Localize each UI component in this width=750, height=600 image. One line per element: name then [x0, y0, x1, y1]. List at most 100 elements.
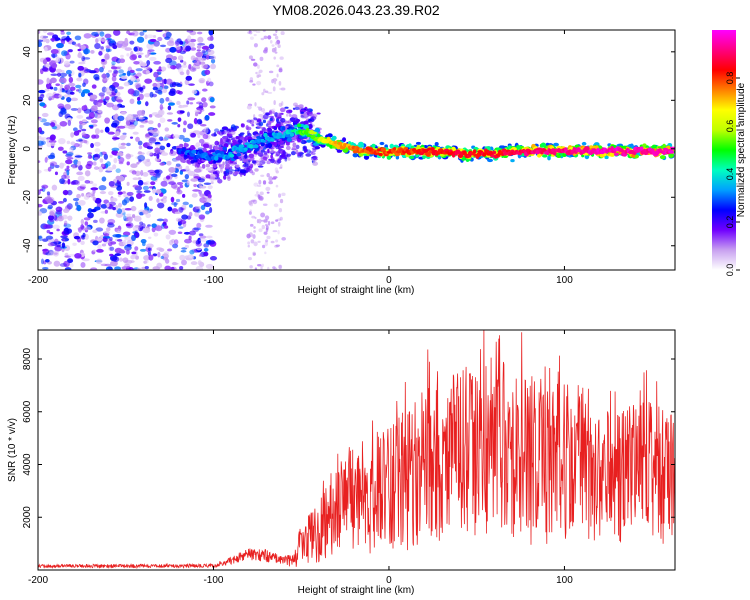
noise-cell — [94, 141, 101, 147]
ridge-cell — [556, 154, 562, 158]
noise-cell — [179, 71, 185, 76]
noise-cell — [77, 185, 85, 191]
noise-cell — [98, 66, 104, 73]
noise-cell — [83, 217, 91, 221]
noise-cell — [39, 35, 48, 40]
noise-cell — [300, 111, 304, 114]
noise-cell — [104, 117, 110, 124]
spectrogram-panel: -200 -100 0 100 40 20 0 -20 -40 Height of strai… — [7, 29, 676, 296]
noise-cell — [78, 200, 86, 206]
noise-cell — [82, 82, 86, 88]
noise-cell — [203, 251, 209, 257]
noise-cell — [158, 109, 164, 115]
noise-cell — [136, 161, 140, 165]
noise-cell — [203, 248, 209, 252]
noise-cell — [310, 116, 317, 121]
ridge-cell — [238, 144, 245, 148]
noise-cell — [100, 73, 108, 79]
noise-cell — [203, 127, 209, 134]
noise-cell — [136, 192, 143, 199]
noise-cell — [49, 231, 54, 235]
noise-cell — [142, 241, 146, 247]
ridge-cell — [273, 126, 278, 131]
noise-cell — [265, 227, 269, 232]
noise-cell — [109, 253, 114, 257]
noise-cell — [99, 190, 107, 195]
noise-cell — [269, 39, 273, 44]
noise-cell — [118, 145, 127, 150]
noise-cell — [90, 105, 98, 112]
noise-cell — [112, 164, 117, 170]
noise-cell — [115, 168, 121, 174]
noise-cell — [137, 154, 146, 162]
noise-cell — [186, 254, 194, 261]
noise-cell — [172, 243, 179, 249]
noise-cell — [156, 153, 160, 160]
noise-cell — [47, 249, 54, 256]
noise-cell — [147, 141, 153, 146]
ridge-cell — [184, 143, 189, 148]
noise-cell — [152, 266, 161, 270]
colorbar-gradient — [712, 30, 736, 270]
noise-cell — [121, 234, 129, 238]
noise-cell — [277, 229, 280, 235]
noise-cell — [57, 200, 65, 204]
noise-cell — [115, 233, 122, 238]
noise-cell — [122, 132, 127, 136]
noise-cell — [153, 152, 157, 157]
noise-cell — [133, 120, 138, 126]
noise-cell — [200, 57, 207, 62]
noise-cell — [57, 72, 61, 77]
noise-cell — [187, 35, 192, 42]
noise-cell — [129, 136, 134, 139]
noise-cell — [287, 120, 292, 124]
noise-cell — [139, 124, 145, 128]
noise-cell — [199, 235, 207, 239]
noise-cell — [196, 247, 202, 251]
noise-cell — [88, 70, 97, 74]
noise-cell — [92, 161, 97, 166]
colorbar-tick-label: 0.0 — [725, 264, 735, 277]
noise-cell — [207, 77, 212, 84]
noise-cell — [128, 267, 134, 270]
noise-cell — [105, 266, 113, 270]
noise-cell — [159, 44, 167, 48]
noise-cell — [113, 69, 118, 74]
noise-cell — [52, 224, 60, 230]
ridge-cell — [260, 142, 265, 147]
ridge-cell — [425, 152, 431, 157]
noise-cell — [176, 38, 182, 43]
noise-cell — [83, 226, 91, 231]
noise-cell — [46, 92, 53, 99]
noise-cell — [117, 125, 126, 129]
noise-cell — [206, 54, 210, 60]
noise-cell — [96, 248, 104, 253]
noise-cell — [88, 112, 95, 119]
ridge-cell — [430, 146, 435, 151]
noise-cell — [129, 69, 135, 73]
noise-cell — [261, 92, 265, 96]
noise-cell — [125, 223, 131, 227]
noise-cell — [59, 120, 68, 127]
noise-cell — [276, 159, 282, 164]
noise-cell — [108, 180, 115, 187]
noise-cell — [48, 139, 57, 144]
noise-cell — [253, 43, 258, 48]
noise-cell — [43, 224, 51, 230]
noise-cell — [155, 138, 160, 142]
noise-cell — [171, 262, 179, 265]
noise-cell — [147, 49, 151, 56]
x-tick-label: -200 — [28, 575, 48, 586]
noise-cell — [266, 235, 271, 240]
noise-cell — [129, 98, 135, 105]
noise-cell — [38, 30, 41, 35]
noise-cell — [76, 77, 83, 82]
noise-cell — [193, 60, 202, 67]
noise-cell — [126, 161, 130, 166]
noise-cell — [148, 137, 157, 144]
noise-cell — [274, 80, 277, 85]
noise-cell — [155, 189, 162, 194]
noise-cell — [144, 266, 149, 270]
noise-cell — [279, 56, 284, 60]
